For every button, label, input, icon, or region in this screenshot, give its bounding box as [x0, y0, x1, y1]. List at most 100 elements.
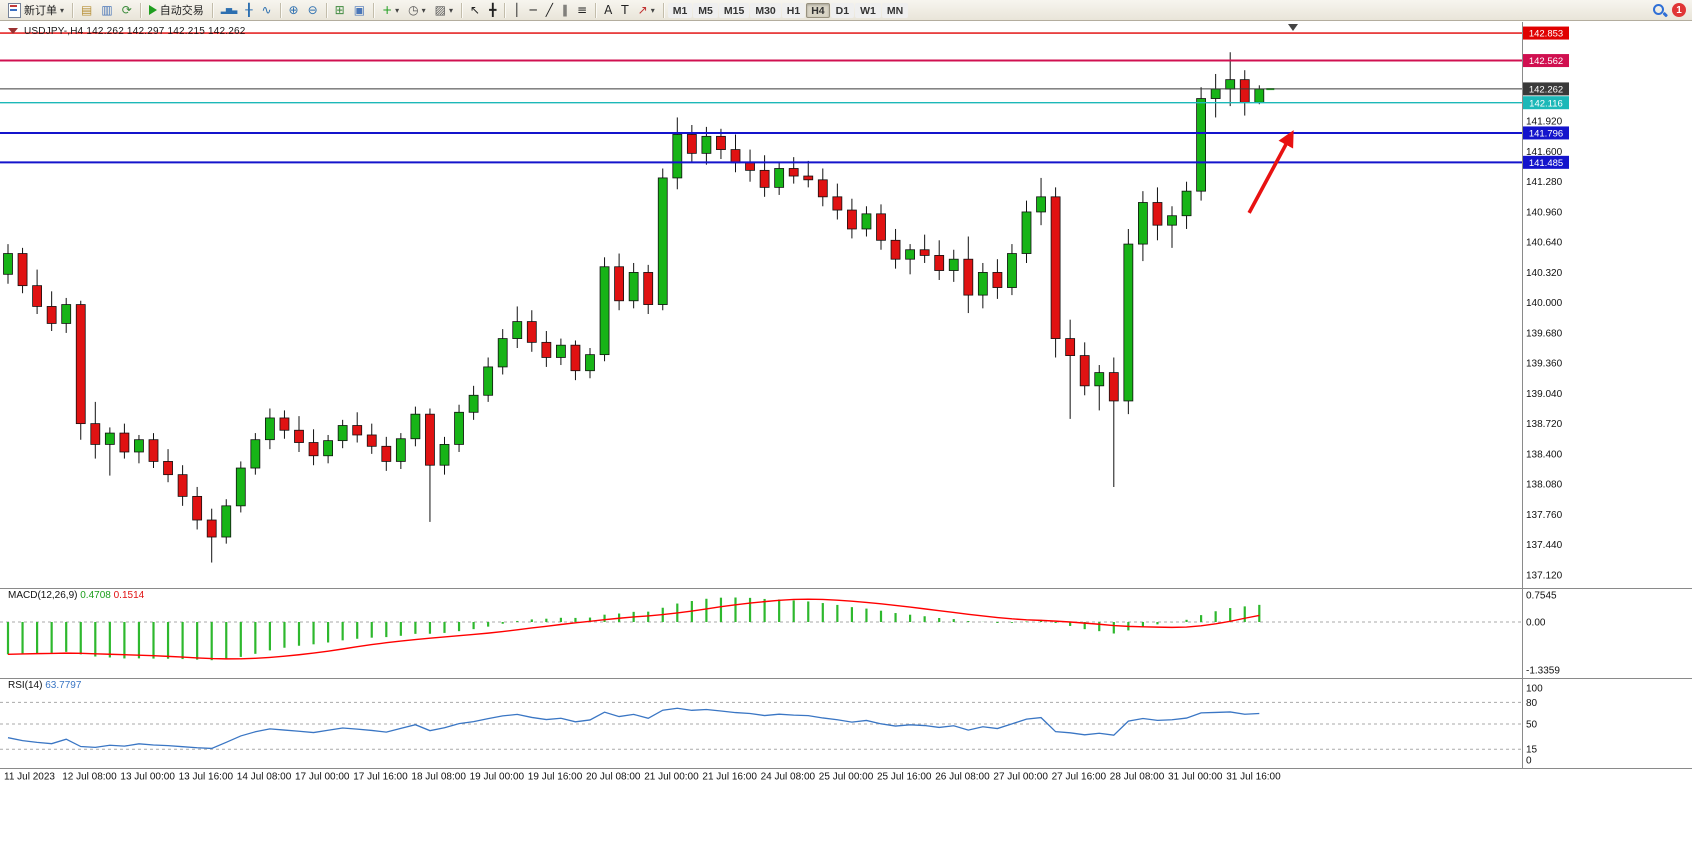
price-axis-tick: 137.120 — [1526, 570, 1563, 581]
candle-bullish — [977, 272, 988, 296]
new-order-icon — [8, 2, 21, 18]
new-order-button[interactable]: 新订单 ▾ — [4, 1, 68, 19]
candle-bearish — [75, 304, 86, 425]
timeframe-button-w1[interactable]: W1 — [855, 2, 881, 18]
text-label-button[interactable]: T — [617, 1, 632, 19]
search-icon[interactable] — [1652, 3, 1667, 18]
add-indicator-icon: + — [382, 3, 393, 17]
price-badge — [1523, 96, 1569, 110]
templates-button[interactable]: ▨ ▾ — [431, 1, 457, 19]
zoom-in-icon: ⊕ — [288, 3, 299, 17]
candle-bullish — [1021, 211, 1032, 254]
time-axis-label: 27 Jul 16:00 — [1052, 772, 1107, 783]
macd-indicator-label: MACD(12,26,9) 0.4708 0.1514 — [8, 590, 144, 601]
timeframe-button-mn[interactable]: MN — [881, 2, 909, 18]
price-badge-label: 142.116 — [1529, 98, 1563, 109]
time-axis-label: 17 Jul 00:00 — [295, 772, 350, 783]
channel-icon: ∥ — [562, 3, 568, 17]
price-axis-tick: 137.760 — [1526, 510, 1563, 521]
refresh-button[interactable]: ⟳ — [118, 1, 136, 19]
price-badge — [1523, 26, 1569, 40]
candle-bullish — [497, 338, 508, 368]
candle-bearish — [686, 134, 697, 154]
candle-bullish — [250, 439, 261, 469]
zoom-in-button[interactable]: ⊕ — [285, 1, 303, 19]
toolbar-separator — [139, 2, 141, 18]
candle-bearish — [366, 434, 377, 447]
chart-canvas[interactable]: 142.853 142.562 142.262 142.116 141.796 141.4… — [0, 22, 1692, 784]
channel-button[interactable]: ∥ — [558, 1, 572, 19]
arrows-tool-button[interactable]: ↗ ▾ — [634, 1, 659, 19]
notification-badge[interactable]: 1 — [1672, 3, 1686, 17]
add-indicator-button[interactable]: + ▾ — [378, 1, 403, 19]
candle-bearish — [206, 519, 217, 538]
candle-bearish — [803, 175, 814, 181]
candle-bullish — [701, 135, 712, 154]
toolbar: 新订单 ▾ ▤ ▥ ⟳ 自动交易 ▂▅▃ ╂ ∿ ⊕ ⊖ ⊞ ▣ + ▾ ◷ ▾ ▨ ▾ ↖ ╋ │ ─ ╱ ∥ ≡ A T ↗ ▾ M1 M… — [0, 0, 1692, 21]
refresh-icon: ⟳ — [121, 3, 132, 17]
text-button[interactable]: A — [600, 1, 616, 19]
timeframe-button-h4[interactable]: H4 — [806, 2, 830, 18]
charts-window-button[interactable]: ▤ — [77, 1, 96, 19]
price-badge-label: 142.562 — [1529, 56, 1563, 67]
vertical-line-button[interactable]: │ — [509, 1, 524, 19]
candle-bullish — [905, 249, 915, 260]
candle-bearish — [279, 417, 290, 431]
timeframe-button-d1[interactable]: D1 — [830, 2, 855, 18]
timeframe-button-m30[interactable]: M30 — [750, 2, 781, 18]
candle-bearish — [890, 239, 901, 260]
zoom-out-icon: ⊖ — [307, 3, 318, 17]
candle-bearish — [352, 425, 363, 436]
one-click-trading-toggle[interactable] — [8, 28, 18, 34]
timeframe-button-m1[interactable]: M1 — [667, 2, 693, 18]
tile-windows-button[interactable]: ⊞ — [331, 1, 349, 19]
periods-button[interactable]: ◷ ▾ — [404, 1, 430, 19]
candle-bullish — [235, 467, 246, 507]
candle-bullish — [1138, 202, 1148, 245]
macd-axis-tick: -1.3359 — [1526, 666, 1560, 677]
timeframe-button-m15[interactable]: M15 — [718, 2, 750, 18]
candle-bearish — [308, 442, 319, 457]
candle-bullish — [948, 258, 959, 271]
candlestick-chart-button[interactable]: ╂ — [241, 1, 256, 19]
cursor-button[interactable]: ↖ — [466, 1, 484, 19]
rsi-indicator-label: RSI(14) 63.7797 — [8, 680, 81, 691]
timeframe-button-m5[interactable]: M5 — [693, 2, 718, 18]
line-chart-button[interactable]: ∿ — [257, 1, 275, 19]
profiles-button[interactable]: ▥ — [97, 1, 116, 19]
timeframe-button-h1[interactable]: H1 — [781, 2, 806, 18]
charts-window-icon: ▤ — [81, 3, 93, 17]
autotrade-button[interactable]: 自动交易 — [145, 1, 208, 19]
price-axis-tick: 138.720 — [1526, 419, 1563, 430]
candle-bearish — [570, 344, 581, 372]
price-axis-tick: 141.600 — [1526, 147, 1563, 158]
zoom-out-button[interactable]: ⊖ — [304, 1, 322, 19]
arrow-annotation[interactable] — [1247, 130, 1294, 214]
fibonacci-button[interactable]: ≡ — [573, 1, 591, 19]
candle-bearish — [90, 423, 101, 445]
price-axis: 141.920 141.600 141.280 140.960 140.640 140.3… — [1526, 117, 1563, 582]
horizontal-line-icon: ─ — [529, 3, 537, 17]
crosshair-button[interactable]: ╋ — [485, 1, 500, 19]
candle-bearish — [934, 255, 945, 271]
crosshair-icon: ╋ — [489, 3, 497, 17]
price-axis-tick: 139.360 — [1526, 359, 1563, 370]
time-axis-label: 21 Jul 16:00 — [702, 772, 757, 783]
price-badge — [1523, 54, 1569, 68]
bar-chart-button[interactable]: ▂▅▃ — [217, 1, 240, 19]
macd-signal-line — [7, 598, 1260, 660]
candle-bullish — [861, 213, 872, 230]
candle-bearish — [876, 213, 886, 241]
rsi-name: RSI(14) — [8, 680, 43, 691]
tile-windows-icon: ⊞ — [334, 3, 345, 17]
time-axis-label: 25 Jul 00:00 — [819, 772, 874, 783]
price-badge — [1523, 126, 1569, 140]
chart-shift-marker[interactable] — [1288, 24, 1298, 31]
trendline-button[interactable]: ╱ — [542, 1, 557, 19]
candle-bearish — [1050, 196, 1061, 339]
horizontal-line-button[interactable]: ─ — [526, 1, 541, 19]
cascade-windows-button[interactable]: ▣ — [350, 1, 369, 19]
candle-bearish — [425, 413, 435, 466]
trendline-icon: ╱ — [545, 3, 553, 17]
candle-bullish — [1196, 98, 1206, 192]
